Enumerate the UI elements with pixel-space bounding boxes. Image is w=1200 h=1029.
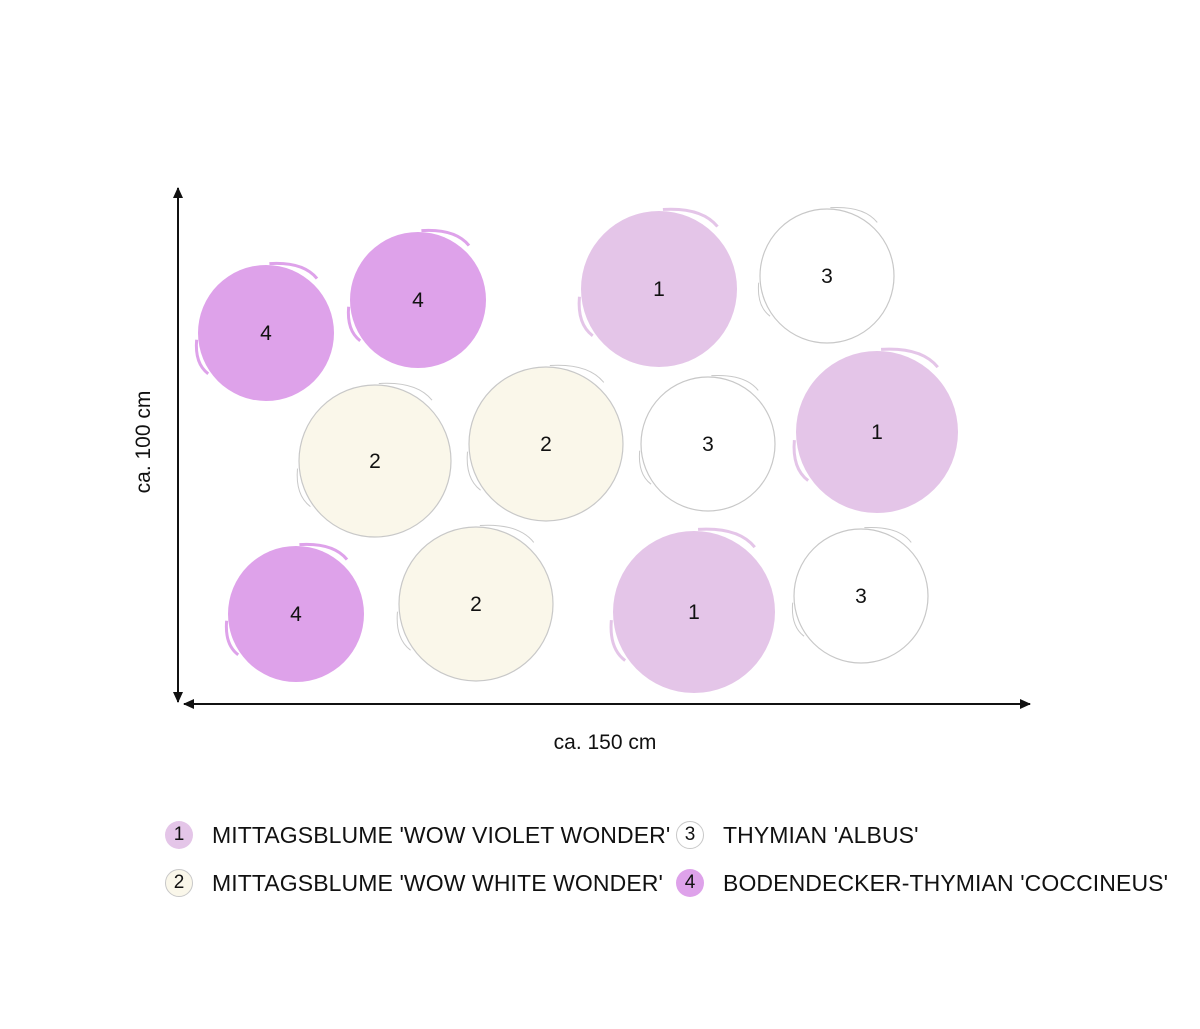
height-label: ca. 100 cm [132, 391, 155, 494]
plants-layer: 4 4 1 3 2 2 3 1 4 2 1 3 [194, 206, 958, 693]
plant-circle-coccineus: 4 [346, 228, 486, 368]
plant-circle-violet-wonder: 1 [577, 207, 737, 367]
plant-number: 2 [470, 593, 482, 616]
plant-circle-coccineus: 4 [224, 542, 364, 682]
legend-swatch-2: 2 [165, 869, 193, 897]
plant-circle-albus: 3 [638, 374, 776, 512]
plant-circle-violet-wonder: 1 [609, 527, 775, 693]
plant-circle-albus: 3 [791, 526, 929, 664]
legend-label-3: THYMIAN 'ALBUS' [723, 821, 919, 848]
plant-circle-white-wonder: 2 [466, 364, 624, 522]
plant-number: 4 [290, 603, 302, 626]
plant-number: 3 [855, 585, 867, 608]
legend-label-2: MITTAGSBLUME 'WOW WHITE WONDER' [212, 869, 663, 896]
plant-number: 1 [653, 278, 665, 301]
plant-circle-white-wonder: 2 [396, 524, 554, 682]
plant-number: 2 [369, 450, 381, 473]
legend-item-1: 1 MITTAGSBLUME 'WOW VIOLET WONDER' [165, 818, 670, 852]
plant-number: 4 [412, 289, 424, 312]
plant-number: 3 [702, 433, 714, 456]
legend-label-4: BODENDECKER-THYMIAN 'COCCINEUS' [723, 869, 1169, 896]
legend-item-3: 3 THYMIAN 'ALBUS' [676, 818, 919, 852]
plant-number: 2 [540, 433, 552, 456]
plant-circle-white-wonder: 2 [296, 382, 452, 538]
legend-item-4: 4 BODENDECKER-THYMIAN 'COCCINEUS' [676, 866, 1168, 900]
legend-label-1: MITTAGSBLUME 'WOW VIOLET WONDER' [212, 821, 671, 848]
legend: 1 MITTAGSBLUME 'WOW VIOLET WONDER' 3 THY… [165, 816, 1168, 926]
plant-number: 3 [821, 265, 833, 288]
width-label: ca. 150 cm [554, 731, 657, 754]
legend-swatch-3: 3 [676, 821, 704, 849]
legend-item-2: 2 MITTAGSBLUME 'WOW WHITE WONDER' [165, 866, 663, 900]
plant-circle-albus: 3 [757, 206, 895, 344]
legend-swatch-4: 4 [676, 869, 704, 897]
plant-circle-violet-wonder: 1 [792, 347, 958, 513]
plant-number: 1 [688, 601, 700, 624]
plant-circle-coccineus: 4 [194, 261, 334, 401]
plant-number: 1 [871, 421, 883, 444]
legend-swatch-1: 1 [165, 821, 193, 849]
plant-number: 4 [260, 322, 272, 345]
